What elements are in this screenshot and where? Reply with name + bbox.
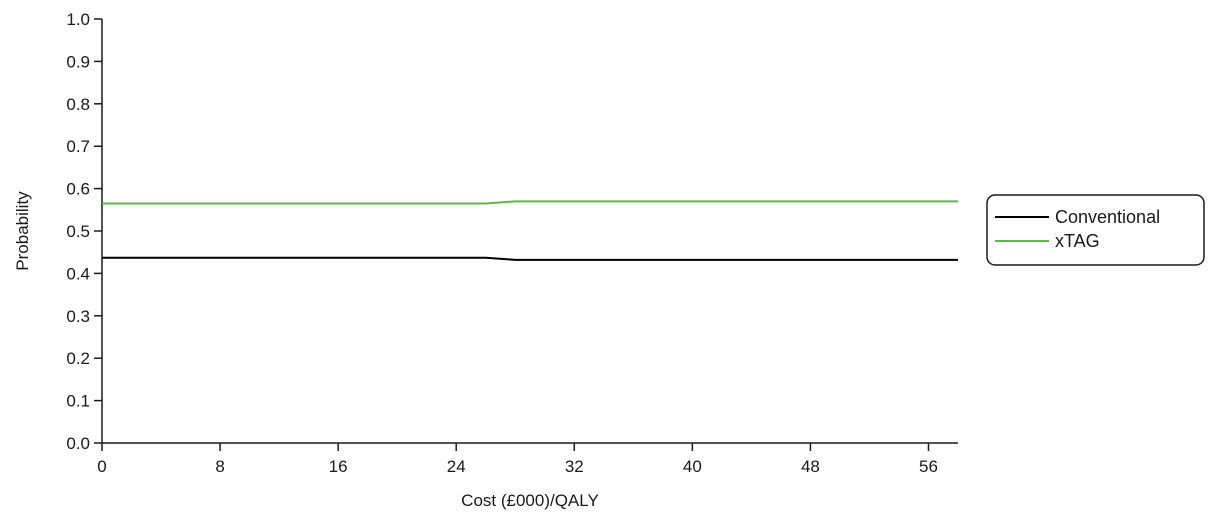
y-tick-label: 1.0 — [66, 10, 90, 29]
y-axis-title: Probability — [13, 191, 32, 271]
series-line-xtag — [102, 200, 958, 205]
y-tick-label: 0.8 — [66, 95, 90, 114]
legend-box — [986, 194, 1205, 266]
legend-label: xTAG — [1055, 231, 1100, 251]
x-tick-label: 8 — [215, 457, 224, 476]
y-tick-label: 0.7 — [66, 137, 90, 156]
x-axis-ticks: 0 8 16 24 32 40 48 56 — [97, 443, 938, 476]
y-tick-label: 0.4 — [66, 264, 90, 283]
x-tick-label: 48 — [801, 457, 820, 476]
y-tick-label: 0.1 — [66, 392, 90, 411]
series-layer — [102, 200, 958, 261]
legend-label: Conventional — [1055, 207, 1160, 227]
x-tick-label: 56 — [919, 457, 938, 476]
legend: Conventional xTAG — [986, 194, 1205, 266]
series-line-conventional — [102, 256, 958, 261]
y-tick-label: 0.3 — [66, 307, 90, 326]
y-tick-label: 0.5 — [66, 222, 90, 241]
x-axis-title: Cost (£000)/QALY — [461, 491, 599, 510]
y-tick-label: 0.6 — [66, 180, 90, 199]
x-tick-label: 0 — [97, 457, 106, 476]
y-axis-ticks: 0.0 0.1 0.2 0.3 0.4 0.5 0.6 0.7 0.8 0.9 1.0 — [66, 10, 102, 453]
y-tick-label: 0.9 — [66, 52, 90, 71]
x-tick-label: 40 — [683, 457, 702, 476]
x-tick-label: 16 — [329, 457, 348, 476]
y-tick-label: 0.0 — [66, 434, 90, 453]
x-tick-label: 32 — [565, 457, 584, 476]
x-tick-label: 24 — [447, 457, 466, 476]
y-tick-label: 0.2 — [66, 349, 90, 368]
